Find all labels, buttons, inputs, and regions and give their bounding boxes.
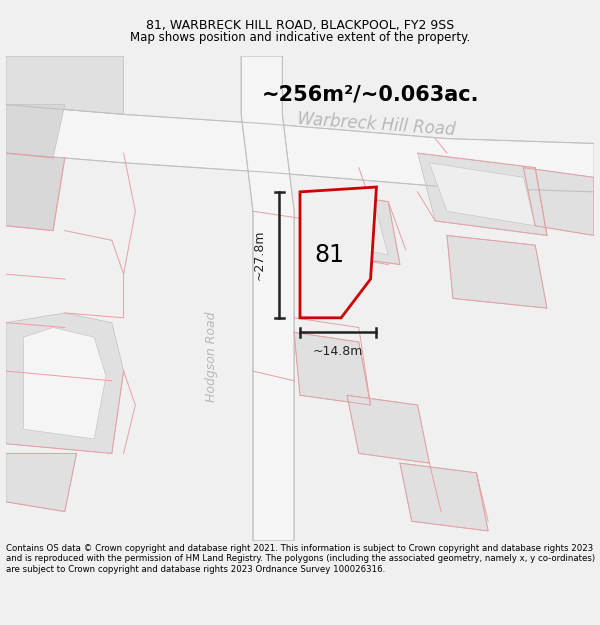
Polygon shape bbox=[418, 153, 547, 236]
Text: Contains OS data © Crown copyright and database right 2021. This information is : Contains OS data © Crown copyright and d… bbox=[6, 544, 595, 574]
Polygon shape bbox=[523, 168, 594, 236]
Text: Hodgson Road: Hodgson Road bbox=[205, 311, 218, 402]
Polygon shape bbox=[317, 192, 400, 264]
Polygon shape bbox=[6, 153, 65, 231]
Polygon shape bbox=[300, 187, 376, 318]
Polygon shape bbox=[6, 104, 594, 192]
Polygon shape bbox=[6, 454, 77, 511]
Polygon shape bbox=[400, 463, 488, 531]
Text: ~14.8m: ~14.8m bbox=[313, 345, 364, 358]
Polygon shape bbox=[6, 56, 124, 114]
Polygon shape bbox=[6, 313, 124, 454]
Polygon shape bbox=[347, 396, 430, 463]
Text: Warbreck Hill Road: Warbreck Hill Road bbox=[297, 109, 456, 139]
Polygon shape bbox=[329, 201, 388, 255]
Text: Map shows position and indicative extent of the property.: Map shows position and indicative extent… bbox=[130, 31, 470, 44]
Polygon shape bbox=[294, 332, 371, 405]
Polygon shape bbox=[6, 104, 65, 158]
Text: ~27.8m: ~27.8m bbox=[253, 229, 265, 280]
Polygon shape bbox=[447, 236, 547, 308]
Text: ~256m²/~0.063ac.: ~256m²/~0.063ac. bbox=[262, 85, 479, 105]
Polygon shape bbox=[23, 328, 106, 439]
Text: 81, WARBRECK HILL ROAD, BLACKPOOL, FY2 9SS: 81, WARBRECK HILL ROAD, BLACKPOOL, FY2 9… bbox=[146, 19, 454, 31]
Polygon shape bbox=[241, 56, 294, 541]
Text: 81: 81 bbox=[314, 243, 344, 267]
Polygon shape bbox=[430, 162, 535, 226]
